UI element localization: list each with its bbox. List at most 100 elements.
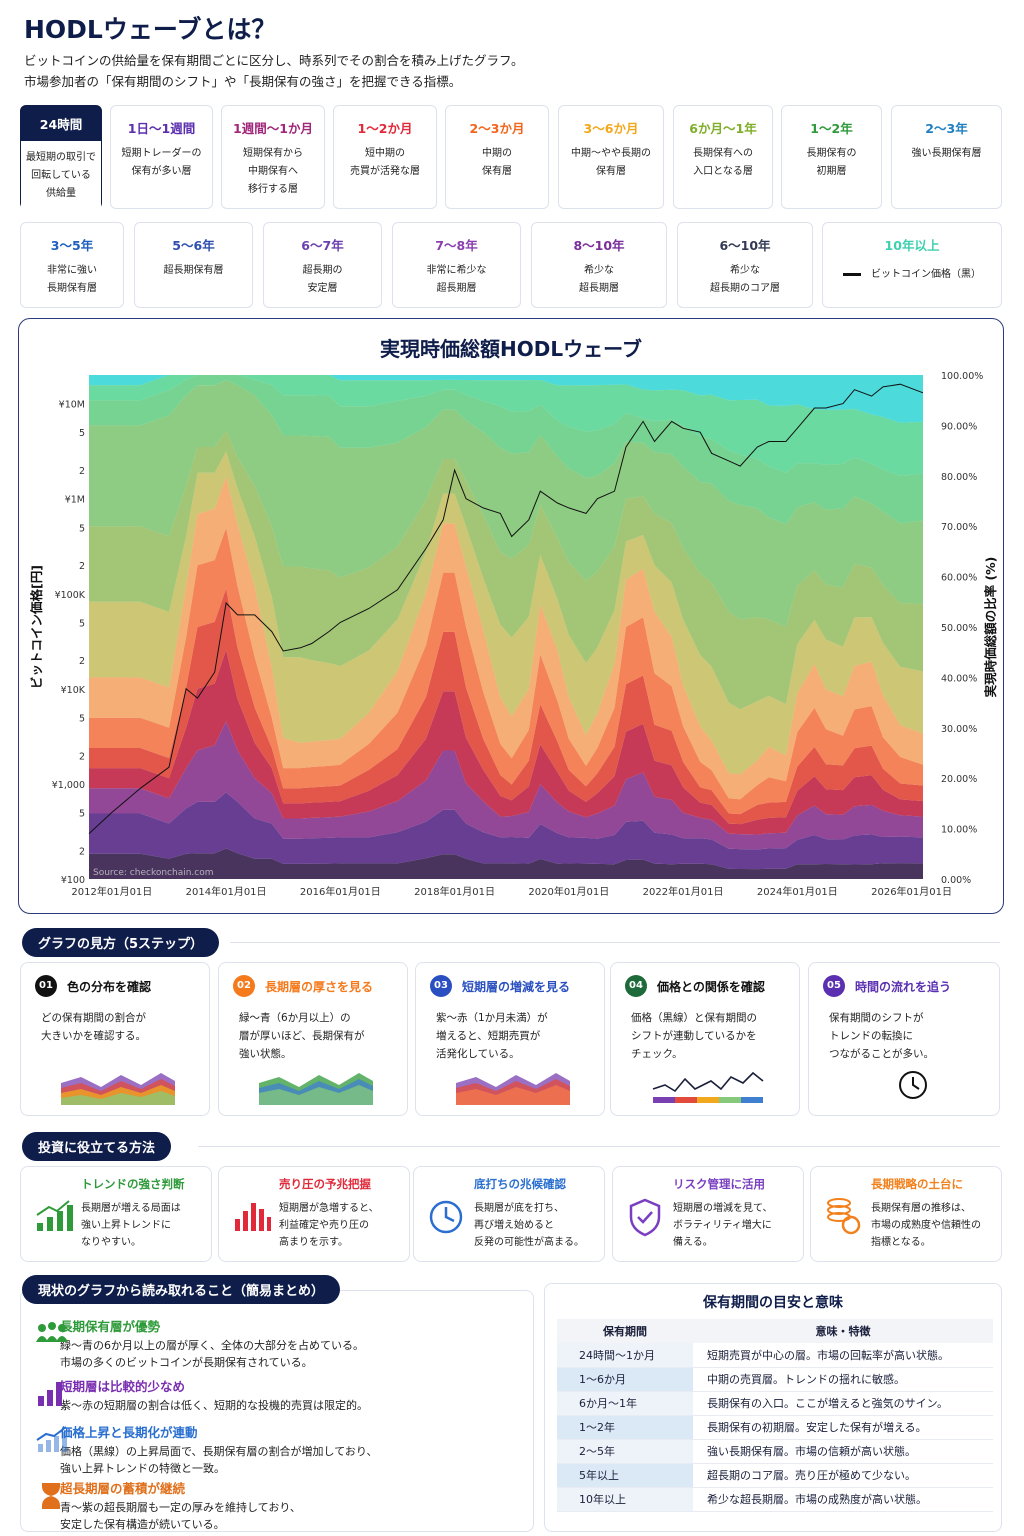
band-label: 2〜3年	[925, 121, 968, 136]
step-title: 長期層の厚さを見る	[265, 980, 374, 994]
divider	[230, 942, 1000, 943]
y-right-axis-label: 実現時価総額の比率 (%)	[983, 557, 998, 698]
summary-description: 青〜紫の超長期層も一定の厚みを維持しており、 安定した保有構造が続いている。	[60, 1501, 301, 1531]
band-card[interactable]: 10年以上 ビットコイン価格（黒）	[822, 222, 1002, 308]
mini-chart-icon	[652, 1071, 764, 1103]
band-card[interactable]: 6か月〜1年 長期保有への 入口となる層	[673, 105, 773, 209]
table-cell-meaning: 短期売買が中心の層。市場の回転率が高い状態。	[693, 1343, 993, 1368]
band-card[interactable]: 1〜2か月 短中期の 売買が活発な層	[333, 105, 437, 209]
bar-chart-icon	[235, 1203, 271, 1231]
y-right-tick-label: 50.00%	[941, 623, 977, 634]
page-description: ビットコインの供給量を保有期間ごとに区分し、時系列でその割合を積み上げたグラフ。…	[24, 53, 524, 89]
tip-card: リスク管理に活用 短期層の増減を見て、 ボラティリティ増大に 備える。	[612, 1166, 804, 1262]
summary-item: 超長期層の蓄積が継続 青〜紫の超長期層も一定の厚みを維持しており、 安定した保有構…	[60, 1478, 301, 1533]
tip-title: トレンドの強さ判断	[81, 1177, 185, 1191]
table-cell-meaning: 長期保有の入口。ここが増えると強気のサイン。	[693, 1391, 993, 1416]
band-card[interactable]: 6〜7年 超長期の 安定層	[263, 222, 382, 308]
mini-chart-icon	[61, 1073, 175, 1105]
band-description: 短期トレーダーの 保有が多い層	[121, 148, 202, 177]
area-series-7	[89, 451, 923, 775]
band-card[interactable]: 3〜5年非常に強い 長期保有層	[20, 222, 124, 308]
mini-chart-icon	[456, 1073, 570, 1105]
summary-title: 長期保有層が優勢	[60, 1319, 161, 1334]
step-description: 価格（黒線）と保有期間の シフトが連動しているかを チェック。	[631, 1012, 757, 1060]
period-table: 保有期間 意味・特徴 24時間〜1か月 短期売買が中心の層。市場の回転率が高い状態…	[557, 1319, 993, 1512]
band-card[interactable]: 7〜8年非常に希少な 超長期層	[392, 222, 521, 308]
band-description: 非常に強い 長期保有層	[47, 265, 97, 294]
band-label: 6か月〜1年	[689, 121, 757, 136]
mini-chart-icon	[259, 1073, 373, 1105]
divider	[198, 1146, 1000, 1147]
band-description: 超長期の 安定層	[302, 265, 343, 294]
band-label: 3〜5年	[50, 238, 94, 253]
band-card[interactable]: 24時間 最短期の取引で 回転している 供給量	[20, 105, 102, 221]
y-left-tick-label: ¥1,000	[52, 780, 85, 791]
table-row: 5年以上 超長期のコア層。売り圧が極めて少ない。	[557, 1463, 993, 1488]
y-left-tick-label: 2	[79, 656, 85, 667]
band-label: 1日〜1週間	[127, 121, 196, 136]
y-left-axis-label: ビットコイン価格[円]	[29, 565, 44, 689]
y-left-tick-label: 5	[79, 713, 85, 724]
x-tick-label: 2018年01月01日	[414, 885, 495, 898]
step-title: 短期層の増減を見る	[462, 980, 571, 994]
table-cell-period: 24時間〜1か月	[557, 1343, 693, 1368]
step-number: 03	[430, 975, 452, 997]
step-description: どの保有期間の割合が 大きいかを確認する。	[41, 1012, 146, 1042]
table-cell-period: 1〜2年	[557, 1415, 693, 1440]
area-series-0	[89, 848, 923, 879]
table-cell-period: 2〜5年	[557, 1439, 693, 1464]
table-row: 1〜6か月 中期の売買層。トレンドの揺れに敏感。	[557, 1367, 993, 1392]
band-card[interactable]: 5〜6年 超長期保有層	[134, 222, 253, 308]
step-title: 時間の流れを追う	[855, 980, 952, 994]
y-right-tick-label: 60.00%	[941, 573, 977, 584]
trend-up-icon	[36, 1200, 73, 1231]
table-cell-meaning: 希少な超長期層。市場の成熟度が高い状態。	[693, 1487, 993, 1512]
table-row: 10年以上 希少な超長期層。市場の成熟度が高い状態。	[557, 1487, 993, 1512]
area-series-10	[89, 375, 923, 525]
band-description: 非常に希少な 超長期層	[426, 265, 487, 294]
table-row: 24時間〜1か月 短期売買が中心の層。市場の回転率が高い状態。	[557, 1343, 993, 1368]
tip-title: 底打ちの兆候確認	[474, 1177, 566, 1191]
area-series-12	[89, 375, 923, 423]
band-description: 強い長期保有層	[911, 148, 982, 159]
y-left-tick-label: 2	[79, 561, 85, 572]
table-cell-period: 1〜6か月	[557, 1367, 693, 1392]
summary-item: 短期層は比較的少なめ 紫〜赤の短期層の割合は低く、短期的な投機的売買は限定的。	[60, 1376, 368, 1414]
clock-icon	[429, 1200, 463, 1234]
table-title: 保有期間の目安と意味	[703, 1295, 843, 1311]
source-label: Source: checkonchain.com	[93, 868, 214, 878]
summary-title: 価格上昇と長期化が連動	[60, 1425, 198, 1440]
band-card[interactable]: 6〜10年 希少な 超長期のコア層	[677, 222, 813, 308]
band-label: 1〜2年	[810, 121, 853, 136]
band-card[interactable]: 2〜3か月 中期の 保有層	[445, 105, 549, 209]
band-card[interactable]: 1〜2年 長期保有の 初期層	[781, 105, 882, 209]
band-card[interactable]: 8〜10年 希少な 超長期層	[531, 222, 667, 308]
band-card[interactable]: 2〜3年強い長期保有層	[891, 105, 1002, 209]
band-card[interactable]: 1週間〜1か月 短期保有から 中期保有へ 移行する層	[221, 105, 325, 209]
tip-description: 長期保有層の推移は、 市場の成熟度や信頼性の 指標となる。	[871, 1203, 981, 1248]
band-label: 8〜10年	[573, 238, 625, 253]
band-label: 1〜2か月	[357, 121, 413, 136]
y-right-tick-label: 10.00%	[941, 825, 977, 836]
y-left-tick-label: ¥100	[61, 875, 85, 886]
y-right-tick-label: 70.00%	[941, 522, 977, 533]
area-series-11	[89, 375, 923, 476]
tip-card: トレンドの強さ判断 長期層が増える局面は 強い上昇トレンドに なりやすい。	[20, 1166, 212, 1262]
band-label: 7〜8年	[435, 238, 478, 253]
step-card: 01 色の分布を確認 どの保有期間の割合が 大きいかを確認する。	[20, 962, 210, 1116]
shield-icon	[629, 1198, 661, 1237]
step-number: 01	[35, 975, 57, 997]
band-card[interactable]: 1日〜1週間短期トレーダーの 保有が多い層	[110, 105, 213, 209]
step-number: 02	[233, 975, 255, 997]
table-cell-period: 5年以上	[557, 1463, 693, 1488]
band-label: 3〜6か月	[583, 121, 639, 136]
y-right-tick-label: 30.00%	[941, 724, 977, 735]
table-row: 2〜5年 強い長期保有層。市場の信頼が高い状態。	[557, 1439, 993, 1464]
table-header: 保有期間	[557, 1319, 693, 1343]
band-card[interactable]: 3〜6か月 中期〜やや長期の 保有層	[558, 105, 664, 209]
table-cell-meaning: 中期の売買層。トレンドの揺れに敏感。	[693, 1367, 993, 1392]
y-right-tick-label: 20.00%	[941, 774, 977, 785]
summary-title: 短期層は比較的少なめ	[60, 1379, 186, 1394]
hodl-wave-chart: Source: checkonchain.com ¥100 2 5 ¥1,000 2 5 ¥1…	[29, 371, 998, 898]
tip-title: 長期戦略の土台に	[871, 1177, 963, 1191]
